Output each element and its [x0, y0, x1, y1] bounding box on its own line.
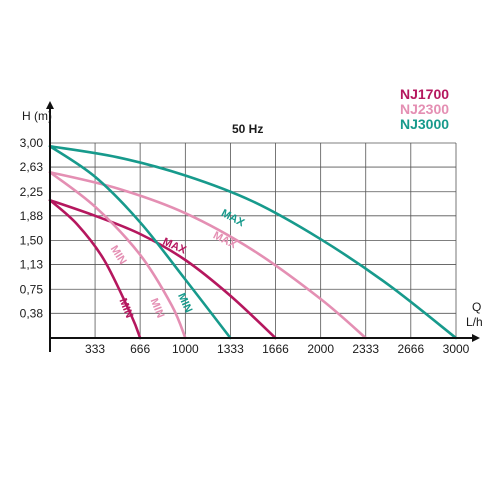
- x-tick-label: 666: [130, 342, 150, 356]
- x-tick-label: 1000: [172, 342, 199, 356]
- series-nj2300-min: [48, 170, 187, 340]
- axes: [46, 101, 480, 352]
- y-tick-label: 1,88: [20, 209, 44, 223]
- series-nj3000-max: [48, 144, 458, 340]
- curve-label-min: MIN: [148, 297, 167, 320]
- ticks: 333 666 1000 1333 1666 2000 2333 2666 3000 3,00 2,…: [20, 136, 470, 356]
- y-axis-title: H (m): [22, 109, 52, 123]
- x-axis-arrow: [472, 334, 480, 342]
- grid: [50, 142, 457, 338]
- x-axis-title-q: Q: [472, 300, 481, 314]
- y-tick-label: 0,38: [20, 306, 44, 320]
- legend-nj3000: NJ3000: [400, 116, 449, 132]
- series-nj3000-min: [48, 144, 232, 340]
- y-tick-label: 0,75: [20, 282, 44, 296]
- series-nj2300-max: [48, 170, 368, 340]
- curve-label-min: MIN: [108, 243, 129, 267]
- x-tick-label: 1333: [217, 342, 244, 356]
- y-tick-label: 2,25: [20, 185, 44, 199]
- x-tick-label: 333: [85, 342, 105, 356]
- x-tick-label: 2333: [352, 342, 379, 356]
- series-nj1700-min: [48, 198, 142, 340]
- curve-label-min: MIN: [175, 291, 194, 314]
- legend-nj2300: NJ2300: [400, 101, 449, 117]
- chart-title: 50 Hz: [232, 122, 263, 136]
- y-axis-arrow: [46, 101, 54, 109]
- x-tick-label: 2666: [397, 342, 424, 356]
- curves: [48, 144, 458, 340]
- curve-label-max: MAX: [219, 207, 247, 229]
- y-tick-label: 1,50: [20, 234, 44, 248]
- x-axis-unit: L/h: [466, 315, 483, 329]
- x-tick-label: 3000: [443, 342, 470, 356]
- legend-nj1700: NJ1700: [400, 86, 449, 102]
- series-nj1700-max: [48, 198, 277, 340]
- x-tick-label: 2000: [307, 342, 334, 356]
- curve-label-min: MIN: [117, 297, 136, 320]
- curve-label-max: MAX: [211, 230, 239, 252]
- y-tick-label: 2,63: [20, 160, 44, 174]
- y-tick-label: 3,00: [20, 136, 44, 150]
- y-tick-label: 1,13: [20, 258, 44, 272]
- x-tick-label: 1666: [262, 342, 289, 356]
